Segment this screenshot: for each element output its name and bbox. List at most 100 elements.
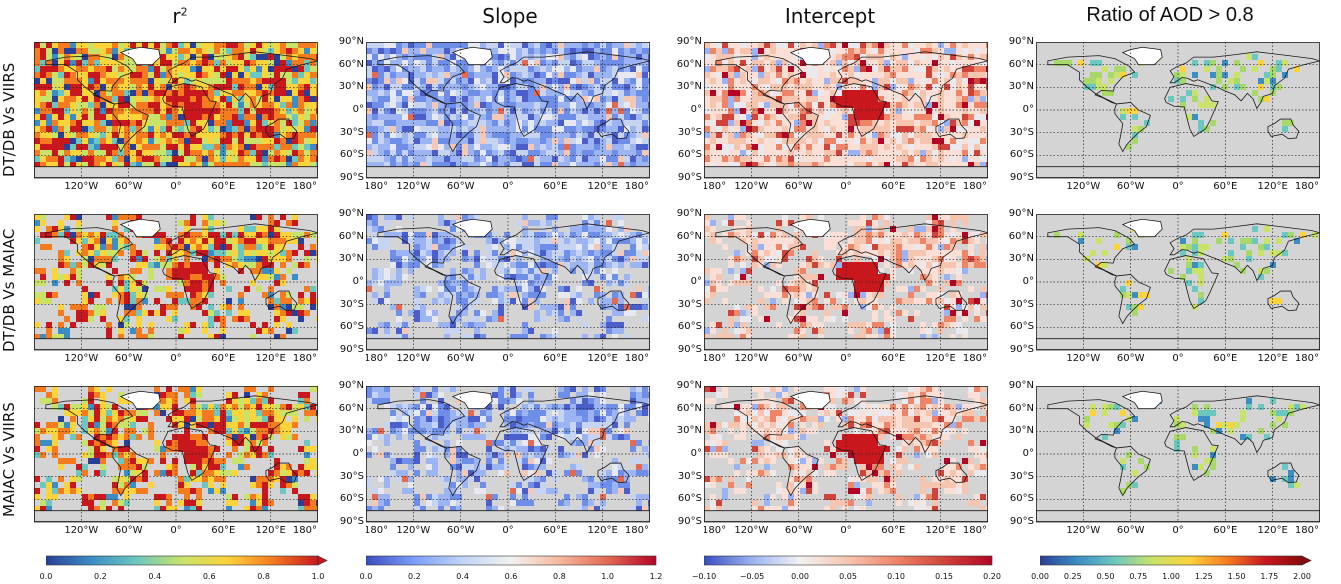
lat-tick-label: 60°N bbox=[1008, 58, 1034, 70]
lon-tick-label: 120°W bbox=[1066, 181, 1100, 192]
lon-tick-label: 180° bbox=[366, 353, 388, 364]
colorbar-tick-label: 0.0 bbox=[359, 572, 373, 581]
coastline bbox=[499, 223, 652, 282]
lat-tick-label: 0° bbox=[690, 448, 702, 459]
lon-tick-label: 120°E bbox=[255, 353, 285, 364]
map-svg: 180° 120°W 60°W 0° 60°E 120°E 180° bbox=[702, 386, 992, 536]
coastline bbox=[1164, 427, 1219, 482]
lat-tick-label: 90°S bbox=[339, 172, 364, 183]
lat-tick-label: 30°N bbox=[338, 81, 364, 93]
title-r2: r2 bbox=[160, 4, 200, 28]
lon-tick-label: 0° bbox=[170, 525, 181, 536]
lat-tick-label: 90°N bbox=[1008, 36, 1034, 47]
lon-tick-label: 60°E bbox=[1213, 525, 1237, 536]
lon-tick-label: 0° bbox=[840, 181, 851, 192]
map-frame bbox=[366, 214, 650, 350]
lon-tick-label: 60°E bbox=[211, 353, 235, 364]
lat-tick-label: 30°S bbox=[339, 126, 364, 138]
lon-tick-label: 120°E bbox=[255, 525, 285, 536]
coastline bbox=[162, 83, 217, 138]
lat-tick-label: 0° bbox=[352, 104, 364, 115]
map-svg: 180° 120°W 60°W 0° 60°E 120°E 180° bbox=[702, 42, 992, 192]
lon-tick-label: 60°E bbox=[881, 525, 905, 536]
colorbar-extend-arrow bbox=[317, 555, 328, 566]
lat-tick-label: 60°N bbox=[676, 230, 702, 242]
coastline bbox=[444, 446, 481, 497]
title-r2-main: r bbox=[172, 4, 181, 28]
lon-tick-label: 120°W bbox=[734, 525, 768, 536]
colorbar-tick-label: 0.2 bbox=[94, 572, 107, 581]
lon-tick-label: 180° bbox=[963, 353, 987, 364]
lat-tick-label: 90°N bbox=[338, 380, 364, 391]
lat-tick-label: 30°N bbox=[1008, 81, 1034, 93]
coastline bbox=[167, 51, 320, 110]
lon-tick-label: 180° bbox=[293, 525, 317, 536]
map-frame bbox=[1036, 214, 1320, 350]
lon-tick-label: 120°W bbox=[1066, 353, 1100, 364]
lon-tick-label: 180° bbox=[704, 353, 726, 364]
coastline bbox=[782, 274, 819, 325]
lon-tick-label: 120°W bbox=[64, 353, 98, 364]
map-panel-slope-row2: 180° 120°W 60°W 0° 60°E 120°E 180° 90°N 60°N 30°N… bbox=[339, 208, 654, 364]
data-raster bbox=[704, 214, 992, 340]
lon-tick-label: 60°W bbox=[1117, 353, 1145, 364]
lon-tick-label: 120°W bbox=[1066, 525, 1100, 536]
lat-tick-label: 60°N bbox=[676, 58, 702, 70]
coastline bbox=[167, 395, 320, 454]
lat-tick-label: 30°N bbox=[676, 425, 702, 437]
row-label-dtdb-maiac: DT/DB Vs MAIAC bbox=[0, 228, 18, 352]
map-frame bbox=[366, 386, 650, 522]
lon-tick-label: 120°W bbox=[734, 181, 768, 192]
coastline bbox=[715, 399, 804, 449]
coastline bbox=[1114, 274, 1151, 325]
coastline bbox=[1164, 255, 1219, 310]
colorbar-tick-label: 0.4 bbox=[148, 572, 162, 581]
colorbar-tick-label: 1.0 bbox=[601, 572, 615, 581]
lat-tick-label: 0° bbox=[1022, 276, 1034, 287]
map-svg: 120°W 60°W 0° 60°E 120°E 180° bbox=[33, 42, 322, 192]
lat-tick-label: 60°S bbox=[677, 149, 702, 161]
lat-tick-label: 30°S bbox=[339, 298, 364, 310]
lon-tick-label: 120°E bbox=[587, 353, 617, 364]
lon-tick-label: 180° bbox=[1295, 353, 1319, 364]
colorbar-gradient bbox=[1040, 555, 1303, 566]
coastline bbox=[499, 395, 652, 454]
map-svg: 120°W 60°W 0° 60°E 120°E 180° bbox=[33, 386, 322, 536]
coastline bbox=[167, 223, 320, 282]
title-intercept: Intercept bbox=[784, 4, 876, 28]
colorbar-tick-label: 0.75 bbox=[1129, 572, 1148, 581]
lon-tick-label: 120°W bbox=[734, 353, 768, 364]
map-panel-intercept-row1: 180° 120°W 60°W 0° 60°E 120°E 180° 90°N 60°N 30°N… bbox=[677, 36, 992, 192]
colorbar-ticks-ratio: 0.00 0.25 0.50 0.75 1.00 1.25 1.50 1.75 2.00 bbox=[1031, 572, 1311, 584]
coastline bbox=[377, 55, 466, 105]
lat-tick-label: 60°N bbox=[338, 402, 364, 414]
lon-tick-label: 180° bbox=[704, 525, 726, 536]
coastline bbox=[782, 446, 819, 497]
lon-tick-label: 120°W bbox=[64, 181, 98, 192]
coastline bbox=[112, 446, 149, 497]
lat-tick-label: 90°S bbox=[339, 344, 364, 355]
coastline bbox=[715, 227, 804, 277]
colorbar-tick-label: 0.05 bbox=[839, 572, 857, 581]
coastline bbox=[1267, 118, 1300, 140]
row-label-dtdb-viirs: DT/DB Vs VIIRS bbox=[0, 62, 18, 178]
lon-tick-label: 180° bbox=[625, 181, 649, 192]
lon-tick-label: 120°E bbox=[925, 181, 955, 192]
coastline bbox=[499, 51, 652, 110]
lon-tick-label: 120°W bbox=[64, 525, 98, 536]
coastline bbox=[1164, 83, 1219, 138]
colorbar-tick-label: 1.50 bbox=[1227, 572, 1246, 581]
lat-tick-label: 90°S bbox=[677, 172, 702, 183]
lat-tick-label: 90°S bbox=[1009, 344, 1034, 355]
coastline bbox=[1169, 223, 1322, 282]
lon-tick-label: 180° bbox=[293, 181, 317, 192]
coastline bbox=[597, 290, 630, 312]
lon-tick-label: 0° bbox=[502, 181, 513, 192]
lon-tick-label: 180° bbox=[704, 181, 726, 192]
lat-tick-label: 0° bbox=[352, 448, 364, 459]
colorbar-tick-label: 0.2 bbox=[407, 572, 421, 581]
lon-tick-label: 180° bbox=[963, 181, 987, 192]
coastline bbox=[832, 83, 887, 138]
colorbar-tick-label: −0.05 bbox=[739, 572, 765, 581]
lat-tick-label: 90°S bbox=[1009, 172, 1034, 183]
